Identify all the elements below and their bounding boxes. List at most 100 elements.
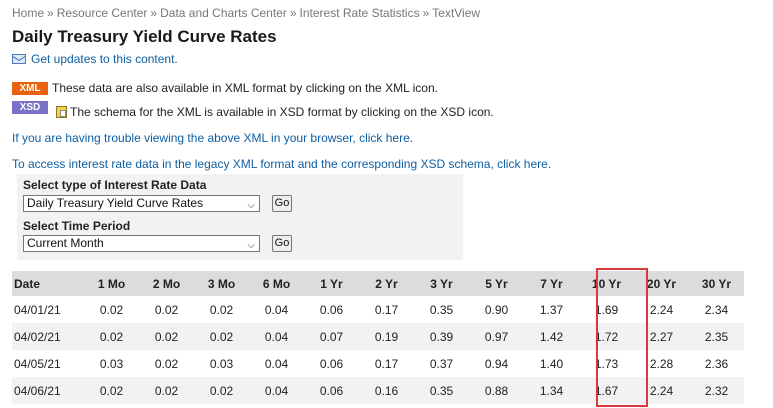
column-header-10yr[interactable]: 10 Yr <box>579 271 634 296</box>
table-cell: 04/06/21 <box>12 377 84 404</box>
table-cell: 0.37 <box>429 356 454 371</box>
table-cell: 2.24 <box>649 302 674 317</box>
table-cell: 0.02 <box>84 377 139 404</box>
table-cell: 0.19 <box>359 323 414 350</box>
breadcrumb-current: TextView <box>432 6 481 20</box>
table-cell: 0.06 <box>304 377 359 404</box>
table-cell: 1.73 <box>594 356 619 371</box>
updates-link-row[interactable]: Get updates to this content. <box>12 52 178 66</box>
table-cell: 0.02 <box>139 323 194 350</box>
table-cell: 1.40 <box>539 356 564 371</box>
table-cell: 1.37 <box>539 302 564 317</box>
chevron-down-icon: ⌵ <box>247 240 255 251</box>
table-cell: 1.34 <box>524 377 579 404</box>
table-cell: 0.35 <box>414 377 469 404</box>
table-cell: 0.02 <box>84 323 139 350</box>
table-cell: 0.02 <box>99 302 124 317</box>
column-header-30yr[interactable]: 30 Yr <box>689 271 744 296</box>
table-cell: 0.04 <box>264 302 289 317</box>
table-cell: 0.07 <box>304 323 359 350</box>
page-title: Daily Treasury Yield Curve Rates <box>12 27 277 46</box>
table-cell: 2.24 <box>634 377 689 404</box>
time-period-label: Select Time Period <box>23 219 131 233</box>
column-header-2mo[interactable]: 2 Mo <box>139 271 194 296</box>
table-cell: 2.28 <box>649 356 674 371</box>
column-header-20yr[interactable]: 20 Yr <box>634 271 689 296</box>
column-header-1yr[interactable]: 1 Yr <box>304 271 359 296</box>
interest-rate-type-go-button[interactable]: Go <box>272 195 292 212</box>
interest-rate-type-label: Select type of Interest Rate Data <box>23 178 207 192</box>
table-cell: 0.04 <box>249 323 304 350</box>
table-cell: 2.36 <box>704 356 729 371</box>
table-cell: 0.03 <box>209 356 234 371</box>
xml-icon[interactable]: XML <box>12 81 48 95</box>
chevron-down-icon: ⌵ <box>247 200 255 211</box>
column-header-date[interactable]: Date <box>12 271 84 296</box>
yield-curve-table: Date 1 Mo 2 Mo 3 Mo 6 Mo 1 Yr 2 Yr 3 Yr … <box>12 271 744 404</box>
table-row: 04/06/21 0.02 0.02 0.02 0.04 0.06 0.16 0… <box>12 377 744 404</box>
table-cell: 1.72 <box>579 323 634 350</box>
breadcrumb-separator: » <box>289 6 297 20</box>
table-cell: 04/05/21 <box>14 356 61 371</box>
table-cell: 04/02/21 <box>12 323 84 350</box>
xml-info-row: XML These data are also available in XML… <box>12 81 438 95</box>
breadcrumb-separator: » <box>47 6 54 20</box>
table-cell: 0.02 <box>194 377 249 404</box>
column-header-7yr[interactable]: 7 Yr <box>524 271 579 296</box>
xml-info-text: These data are also available in XML for… <box>52 81 438 95</box>
table-cell: 0.97 <box>469 323 524 350</box>
table-cell: 0.02 <box>139 377 194 404</box>
table-cell: 0.06 <box>319 302 344 317</box>
updates-link[interactable]: Get updates to this content. <box>31 52 178 66</box>
table-cell: 1.69 <box>594 302 619 317</box>
breadcrumb-data-charts-center[interactable]: Data and Charts Center <box>160 6 287 20</box>
table-cell: 2.27 <box>634 323 689 350</box>
breadcrumb-separator: » <box>422 6 430 20</box>
xml-trouble-link[interactable]: If you are having trouble viewing the ab… <box>12 131 414 145</box>
filter-panel: Select type of Interest Rate Data Daily … <box>17 174 463 260</box>
table-cell: 0.90 <box>484 302 509 317</box>
breadcrumb-resource-center[interactable]: Resource Center <box>56 6 148 20</box>
table-cell: 1.42 <box>524 323 579 350</box>
schema-file-icon[interactable] <box>56 106 67 118</box>
table-cell: 2.35 <box>689 323 744 350</box>
table-cell: 04/01/21 <box>14 302 61 317</box>
breadcrumb-interest-rate-statistics[interactable]: Interest Rate Statistics <box>299 6 420 20</box>
table-header-row: Date 1 Mo 2 Mo 3 Mo 6 Mo 1 Yr 2 Yr 3 Yr … <box>12 271 744 296</box>
xsd-info-text-row: The schema for the XML is available in X… <box>48 105 494 119</box>
xsd-icon[interactable]: XSD <box>12 101 48 114</box>
column-header-3yr[interactable]: 3 Yr <box>414 271 469 296</box>
breadcrumb-separator: » <box>150 6 158 20</box>
time-period-go-button[interactable]: Go <box>272 235 292 252</box>
legacy-xml-link[interactable]: To access interest rate data in the lega… <box>12 157 552 171</box>
table-row: 04/01/21 0.02 0.02 0.02 0.04 0.06 0.17 0… <box>12 296 744 323</box>
table-cell: 0.39 <box>414 323 469 350</box>
table-cell: 0.06 <box>319 356 344 371</box>
table-cell: 0.02 <box>209 302 234 317</box>
interest-rate-type-value: Daily Treasury Yield Curve Rates <box>27 196 204 210</box>
table-row: 04/02/21 0.02 0.02 0.02 0.04 0.07 0.19 0… <box>12 323 744 350</box>
table-cell: 0.88 <box>469 377 524 404</box>
table-cell: 0.02 <box>154 302 179 317</box>
table-cell: 0.04 <box>264 356 289 371</box>
time-period-select[interactable]: Current Month ⌵ <box>23 235 260 252</box>
table-cell: 0.94 <box>484 356 509 371</box>
table-cell: 0.16 <box>359 377 414 404</box>
table-row: 04/05/21 0.03 0.02 0.03 0.04 0.06 0.17 0… <box>12 350 744 377</box>
table-cell: 2.34 <box>704 302 729 317</box>
column-header-5yr[interactable]: 5 Yr <box>469 271 524 296</box>
table-cell: 0.35 <box>429 302 454 317</box>
column-header-6mo[interactable]: 6 Mo <box>249 271 304 296</box>
column-header-2yr[interactable]: 2 Yr <box>359 271 414 296</box>
column-header-1mo[interactable]: 1 Mo <box>84 271 139 296</box>
breadcrumb: Home» Resource Center» Data and Charts Cen… <box>12 6 480 20</box>
table-cell: 0.02 <box>154 356 179 371</box>
table-cell: 0.04 <box>249 377 304 404</box>
xsd-info-row: XSD <box>12 101 52 114</box>
table-cell: 0.17 <box>374 302 399 317</box>
table-cell: 0.17 <box>374 356 399 371</box>
interest-rate-type-select[interactable]: Daily Treasury Yield Curve Rates ⌵ <box>23 195 260 212</box>
email-icon[interactable] <box>12 54 26 64</box>
breadcrumb-home[interactable]: Home <box>12 6 45 20</box>
column-header-3mo[interactable]: 3 Mo <box>194 271 249 296</box>
